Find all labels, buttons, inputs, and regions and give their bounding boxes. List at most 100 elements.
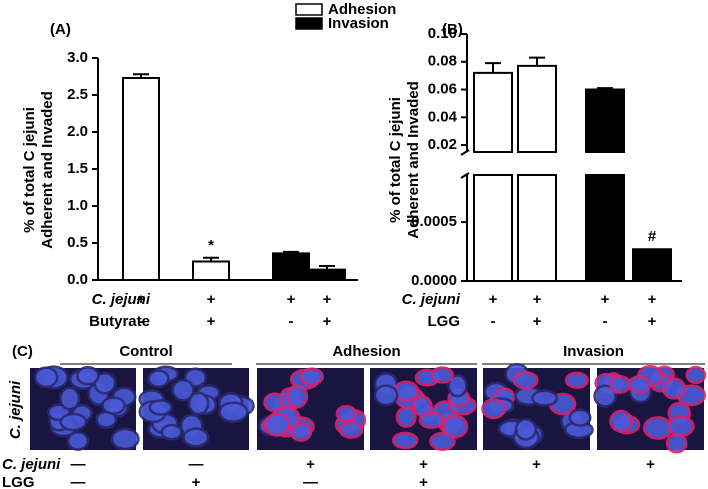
error-bar [597,87,613,90]
y-axis-label: % of total C jejuni Adherent and Invaded [21,91,56,249]
treatment-mark: + [648,313,657,330]
y-tick-label: 0.04 [428,108,458,125]
treatment-mark: + [207,291,216,308]
annotation: # [648,228,657,245]
row-label: C. jejuni [7,380,24,439]
nucleus [447,374,468,398]
nucleus [335,404,358,423]
treatment-mark: + [323,291,332,308]
nucleus [609,375,632,394]
nucleus [514,417,537,441]
error-bar [203,256,219,262]
nucleus [418,411,445,429]
nucleus [110,427,140,451]
nucleus [430,366,454,384]
y-tick-label: 1.0 [67,197,88,214]
treatment-label: C. jejuni [92,291,151,308]
axis-break [460,172,470,179]
axis-break [460,149,470,156]
nucleus [627,375,652,394]
y-tick-label: 1.5 [67,160,88,177]
nucleus [289,422,313,442]
nucleus [148,399,174,416]
nucleus [442,414,469,439]
legend-label: Adhesion [328,1,396,18]
y-tick-label: 0.08 [428,53,457,70]
treatment-mark: - [289,313,294,330]
treatment-label: C. jejuni [2,456,61,473]
treatment-mark: - [603,313,608,330]
treatment-mark: - [491,313,496,330]
treatment-mark: + [532,456,541,473]
y-tick-label: 3.0 [67,49,88,66]
nucleus [395,406,417,428]
treatment-mark: + [489,291,498,308]
treatment-label: LGG [428,313,461,330]
bar [632,248,672,282]
y-axis-label: % of total C jejuni Adherent and Invaded [387,81,422,239]
error-bar [485,62,501,73]
y-tick-label: 0.0005 [411,213,457,230]
micrograph [30,365,140,451]
y-axis-label-line: % of total C jejuni [21,107,38,233]
treatment-mark: — [303,474,318,489]
error-bar [283,250,299,254]
nucleus [412,395,433,417]
nucleus [338,421,364,439]
nucleus [685,365,707,385]
treatment-mark: + [207,313,216,330]
y-tick-label: 0.10 [428,25,457,42]
y-axis-label-line: Adherent and Invaded [405,81,422,239]
nucleus [187,391,210,416]
nucleus [662,377,687,400]
nucleus [33,366,59,389]
nucleus [429,431,456,451]
group-label: Invasion [563,343,624,360]
y-axis-label-line: Adherent and Invaded [39,91,56,249]
treatment-mark: + [533,291,542,308]
treatment-mark: + [648,291,657,308]
legend-swatch [295,17,323,30]
nucleus [59,386,81,411]
y-tick-label: 0.5 [67,234,88,251]
treatment-mark: + [533,313,542,330]
nucleus [182,427,210,448]
treatment-mark: + [306,456,315,473]
micrograph [370,366,477,451]
nucleus [299,367,325,386]
nucleus [391,431,419,450]
treatment-mark: + [601,291,610,308]
y-tick-label: 0.0 [67,271,88,288]
treatment-mark: — [71,456,86,473]
micrograph [257,367,367,450]
nucleus [531,389,559,407]
nucleus [59,412,88,432]
treatment-mark: + [287,291,296,308]
y-tick-label: 0.02 [428,136,457,153]
bar [585,88,625,282]
nucleus [564,371,589,389]
treatment-mark: + [419,456,428,473]
micrograph [138,365,255,450]
nucleus [147,369,170,389]
group-label: Control [119,343,172,360]
micrograph [481,362,594,450]
treatment-mark: - [139,313,144,330]
treatment-label: C. jejuni [402,291,461,308]
nucleus [76,366,100,386]
nucleus [66,430,90,451]
y-tick-label: 0.06 [428,80,457,97]
bar [192,260,230,281]
nucleus [218,401,249,423]
bar [473,71,513,282]
nucleus [373,384,399,407]
error-bar [529,56,545,66]
nucleus [481,398,507,420]
nucleus [171,378,195,402]
bar [272,252,310,281]
panel-label: (C) [12,343,33,360]
nucleus [593,384,617,408]
nucleus [101,396,126,415]
